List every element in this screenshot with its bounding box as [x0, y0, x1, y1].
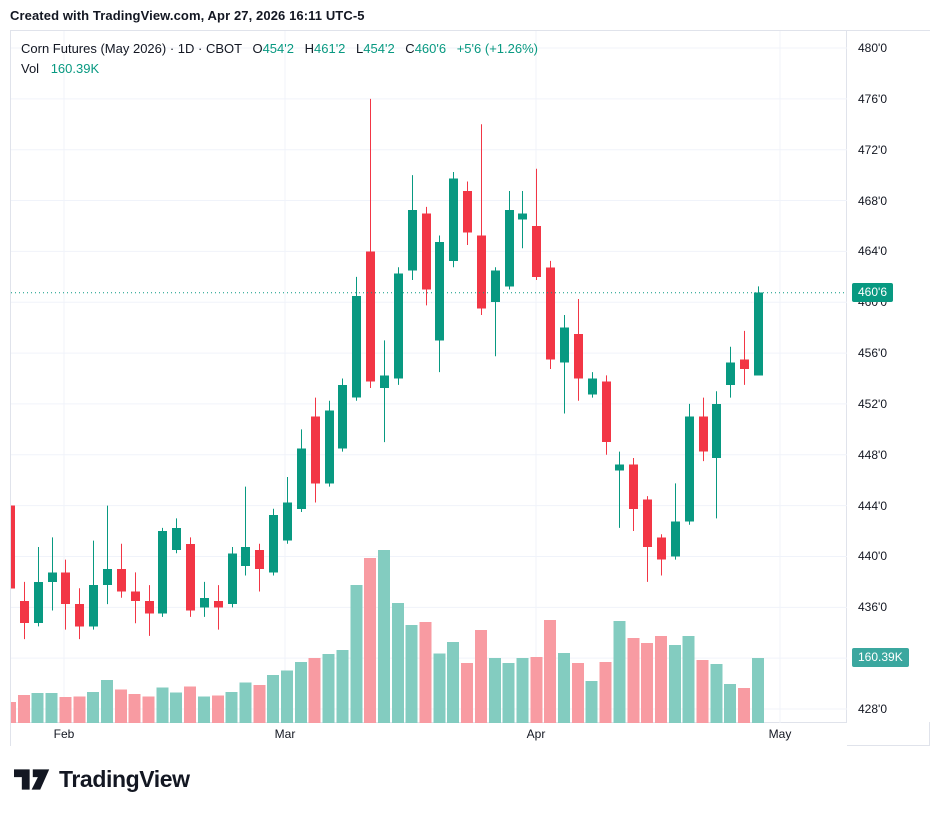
ohlc-high-value: 461'2 — [314, 41, 346, 56]
volume-value: 160.39K — [50, 61, 100, 76]
ohlc-low-value: 454'2 — [363, 41, 395, 56]
legend-symbol-row: Corn Futures (May 2026) · 1D · CBOT O454… — [21, 39, 538, 59]
price-tick-label: 480'0 — [858, 41, 887, 55]
ohlc-close-value: 460'6 — [414, 41, 447, 56]
ohlc-open-value: 454'2 — [262, 41, 294, 56]
price-tick-label: 428'0 — [858, 702, 887, 717]
price-tick-label: 436'0 — [858, 600, 887, 615]
price-tick-label: 464'0 — [858, 244, 887, 259]
volume-badge: 160.39K — [852, 647, 909, 667]
time-tick-label: Feb — [53, 727, 75, 741]
legend-volume-row: Vol 160.39K — [21, 59, 538, 79]
price-tick-label: 444'0 — [858, 498, 887, 513]
ohlc-high-label: H — [304, 41, 314, 56]
last-price-badge: 460'6 — [852, 282, 893, 302]
time-tick-label: Mar — [274, 727, 296, 741]
tradingview-logo[interactable]: TradingView — [14, 766, 190, 793]
symbol-title[interactable]: Corn Futures (May 2026) · 1D · CBOT — [21, 41, 242, 56]
price-tick-label: 448'0 — [858, 447, 887, 462]
volume-label: Vol — [21, 61, 40, 76]
ohlc-open-label: O — [252, 41, 263, 56]
price-tick-label: 440'0 — [858, 549, 887, 564]
time-tick-label: May — [768, 727, 792, 741]
price-tick-label: 456'0 — [858, 346, 887, 361]
ohlc-low-label: L — [356, 41, 364, 56]
chart-pane[interactable]: Corn Futures (May 2026) · 1D · CBOT O454… — [11, 31, 847, 723]
chart-legend: Corn Futures (May 2026) · 1D · CBOT O454… — [21, 39, 538, 79]
change-value: +5'6 (+1.26%) — [456, 41, 538, 56]
price-tick-label: 452'0 — [858, 396, 887, 411]
ohlc-close-label: C — [405, 41, 415, 56]
time-tick-label: Apr — [526, 727, 546, 741]
price-tick-label: 472'0 — [858, 142, 887, 157]
time-axis[interactable]: Feb Mar Apr May — [11, 723, 847, 746]
chart-widget: Corn Futures (May 2026) · 1D · CBOT O454… — [10, 30, 931, 746]
tradingview-logo-text: TradingView — [59, 766, 190, 792]
price-tick-label: 468'0 — [858, 193, 887, 208]
price-tick-label: 476'0 — [858, 91, 887, 106]
tradingview-logomark — [14, 769, 50, 790]
price-axis[interactable]: 460'6 160.39K 480'0 476'0 472'0 468'0 464'0 4… — [847, 31, 931, 722]
created-with-note: Created with TradingView.com, Apr 27, 20… — [10, 8, 365, 23]
candlestick-volume-canvas[interactable] — [11, 31, 847, 723]
